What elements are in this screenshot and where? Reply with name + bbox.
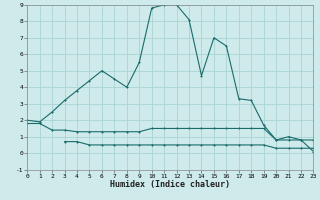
X-axis label: Humidex (Indice chaleur): Humidex (Indice chaleur) bbox=[110, 180, 230, 189]
